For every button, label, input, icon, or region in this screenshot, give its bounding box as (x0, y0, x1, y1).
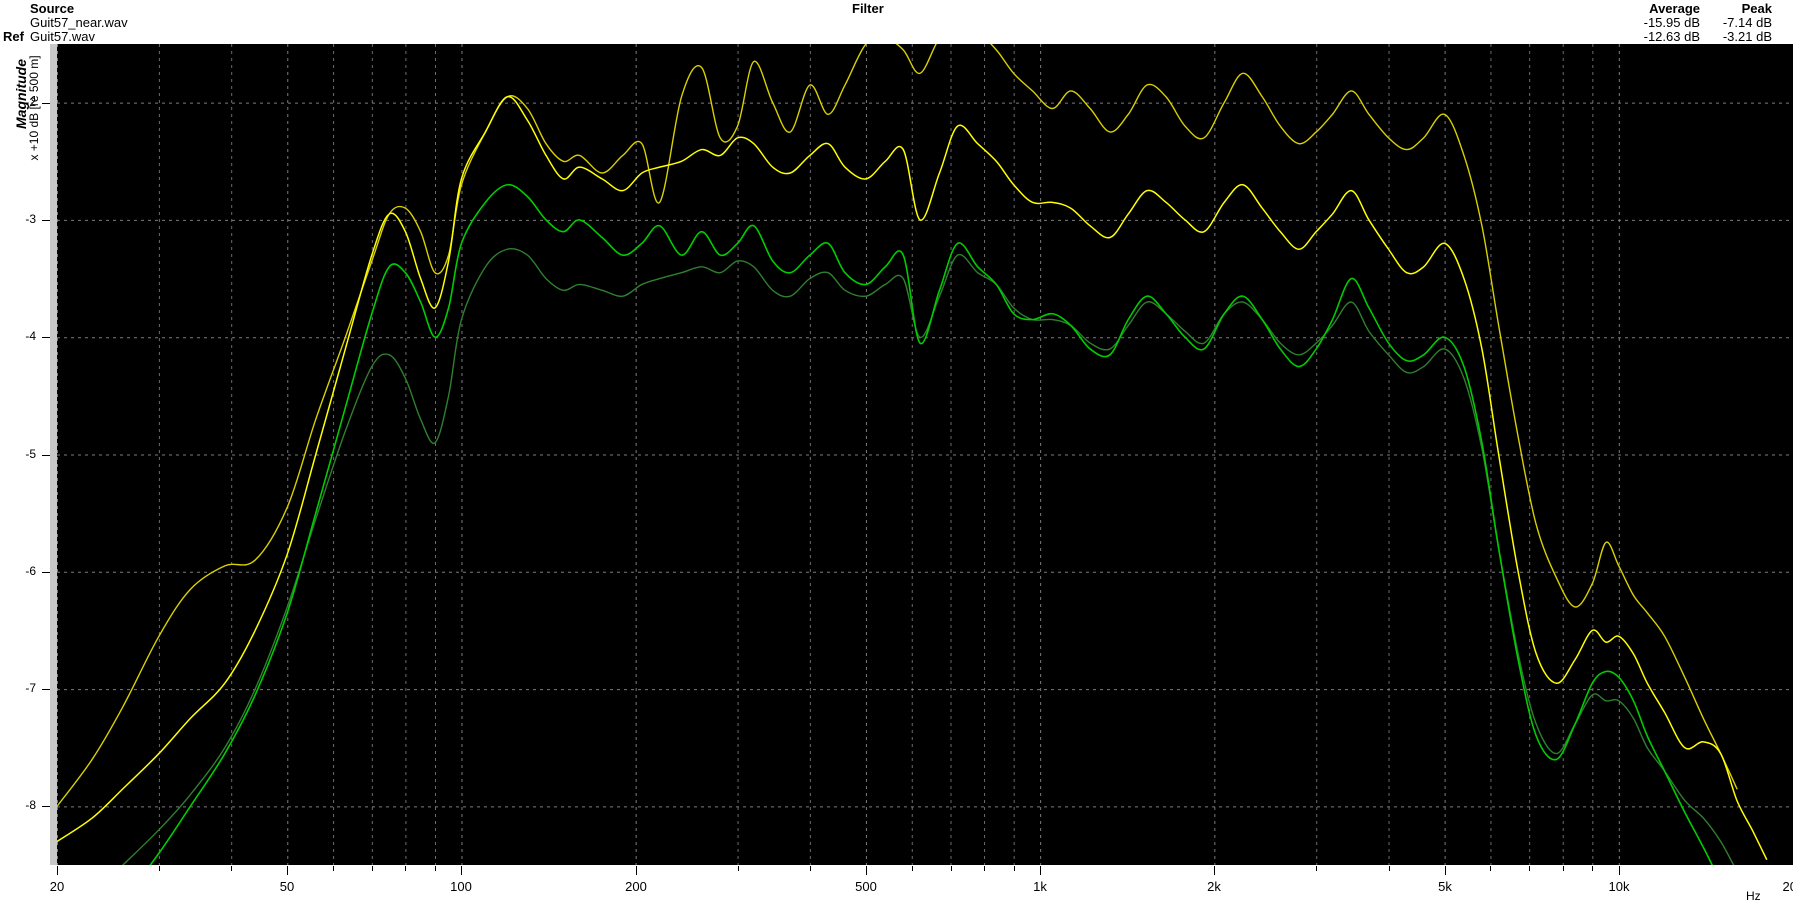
peak-column-header: Peak (1741, 1, 1772, 16)
x-tick-label: 50 (279, 879, 295, 894)
y-tick-mark (42, 806, 50, 807)
y-tick-mark (42, 689, 50, 690)
ref-row-label: Ref (3, 29, 24, 44)
y-tick-mark (42, 103, 50, 104)
y-tick-mark (42, 455, 50, 456)
series-line-3 (149, 183, 1714, 865)
y-tick-mark (42, 337, 50, 338)
x-minor-tick-mark (435, 866, 436, 871)
x-tick-mark (866, 866, 867, 875)
series-group (57, 44, 1768, 865)
filter-column-header: Filter (852, 1, 884, 16)
x-minor-tick-mark (1389, 866, 1390, 871)
x-minor-tick-mark (405, 866, 406, 871)
x-tick-mark (636, 866, 637, 875)
x-tick-mark (1040, 866, 1041, 875)
x-tick-mark (1214, 866, 1215, 875)
x-minor-tick-mark (810, 866, 811, 871)
x-tick-label: 500 (855, 879, 877, 894)
x-tick-label: 200 (625, 879, 647, 894)
ref-file-name[interactable]: Guit57.wav (30, 29, 96, 44)
x-tick-label: 20k (1782, 879, 1793, 894)
plot-area[interactable] (57, 44, 1793, 865)
source-peak-value: -7.14 dB (1722, 15, 1772, 30)
y-tick-label: -3 (25, 211, 36, 226)
source-average-value: -15.95 dB (1643, 15, 1700, 30)
x-minor-tick-mark (912, 866, 913, 871)
y-tick-label: -6 (25, 563, 36, 578)
average-column-header: Average (1649, 1, 1700, 16)
x-minor-tick-mark (333, 866, 334, 871)
x-tick-mark (1445, 866, 1446, 875)
x-tick-mark (1619, 866, 1620, 875)
x-axis-title: Hz (1746, 889, 1761, 903)
source-column-header: Source (30, 1, 75, 16)
spectrum-curves (57, 44, 1793, 865)
x-tick-mark (461, 866, 462, 875)
series-line-0 (57, 44, 1738, 808)
x-tick-mark (287, 866, 288, 875)
y-tick-label: -7 (25, 681, 36, 696)
y-tick-mark (42, 572, 50, 573)
x-minor-tick-mark (372, 866, 373, 871)
y-tick-label: -8 (25, 798, 36, 813)
x-tick-label: 1k (1033, 879, 1047, 894)
x-tick-label: 20 (49, 879, 65, 894)
plot-background (50, 44, 1793, 865)
x-minor-tick-mark (1014, 866, 1015, 871)
ref-peak-value: -3.21 dB (1722, 29, 1772, 44)
x-tick-label: 5k (1438, 879, 1452, 894)
x-minor-tick-mark (159, 866, 160, 871)
source-file-name[interactable]: Guit57_near.wav (30, 15, 128, 30)
x-minor-tick-mark (1563, 866, 1564, 871)
y-tick-mark (42, 220, 50, 221)
x-tick-label: 10k (1608, 879, 1630, 894)
series-line-2 (121, 247, 1735, 865)
y-tick-label: -4 (25, 329, 36, 344)
x-tick-label: 100 (450, 879, 472, 894)
series-line-1 (57, 96, 1768, 860)
x-minor-tick-mark (1316, 866, 1317, 871)
x-minor-tick-mark (1490, 866, 1491, 871)
y-tick-label: -5 (25, 446, 36, 461)
x-tick-mark (57, 866, 58, 875)
x-minor-tick-mark (738, 866, 739, 871)
x-tick-label: 2k (1207, 879, 1221, 894)
y-tick-label: -2 (25, 94, 36, 109)
grid-lines (57, 44, 1793, 865)
x-minor-tick-mark (231, 866, 232, 871)
x-minor-tick-mark (984, 866, 985, 871)
x-minor-tick-mark (1592, 866, 1593, 871)
x-minor-tick-mark (951, 866, 952, 871)
x-minor-tick-mark (1529, 866, 1530, 871)
ref-average-value: -12.63 dB (1643, 29, 1700, 44)
